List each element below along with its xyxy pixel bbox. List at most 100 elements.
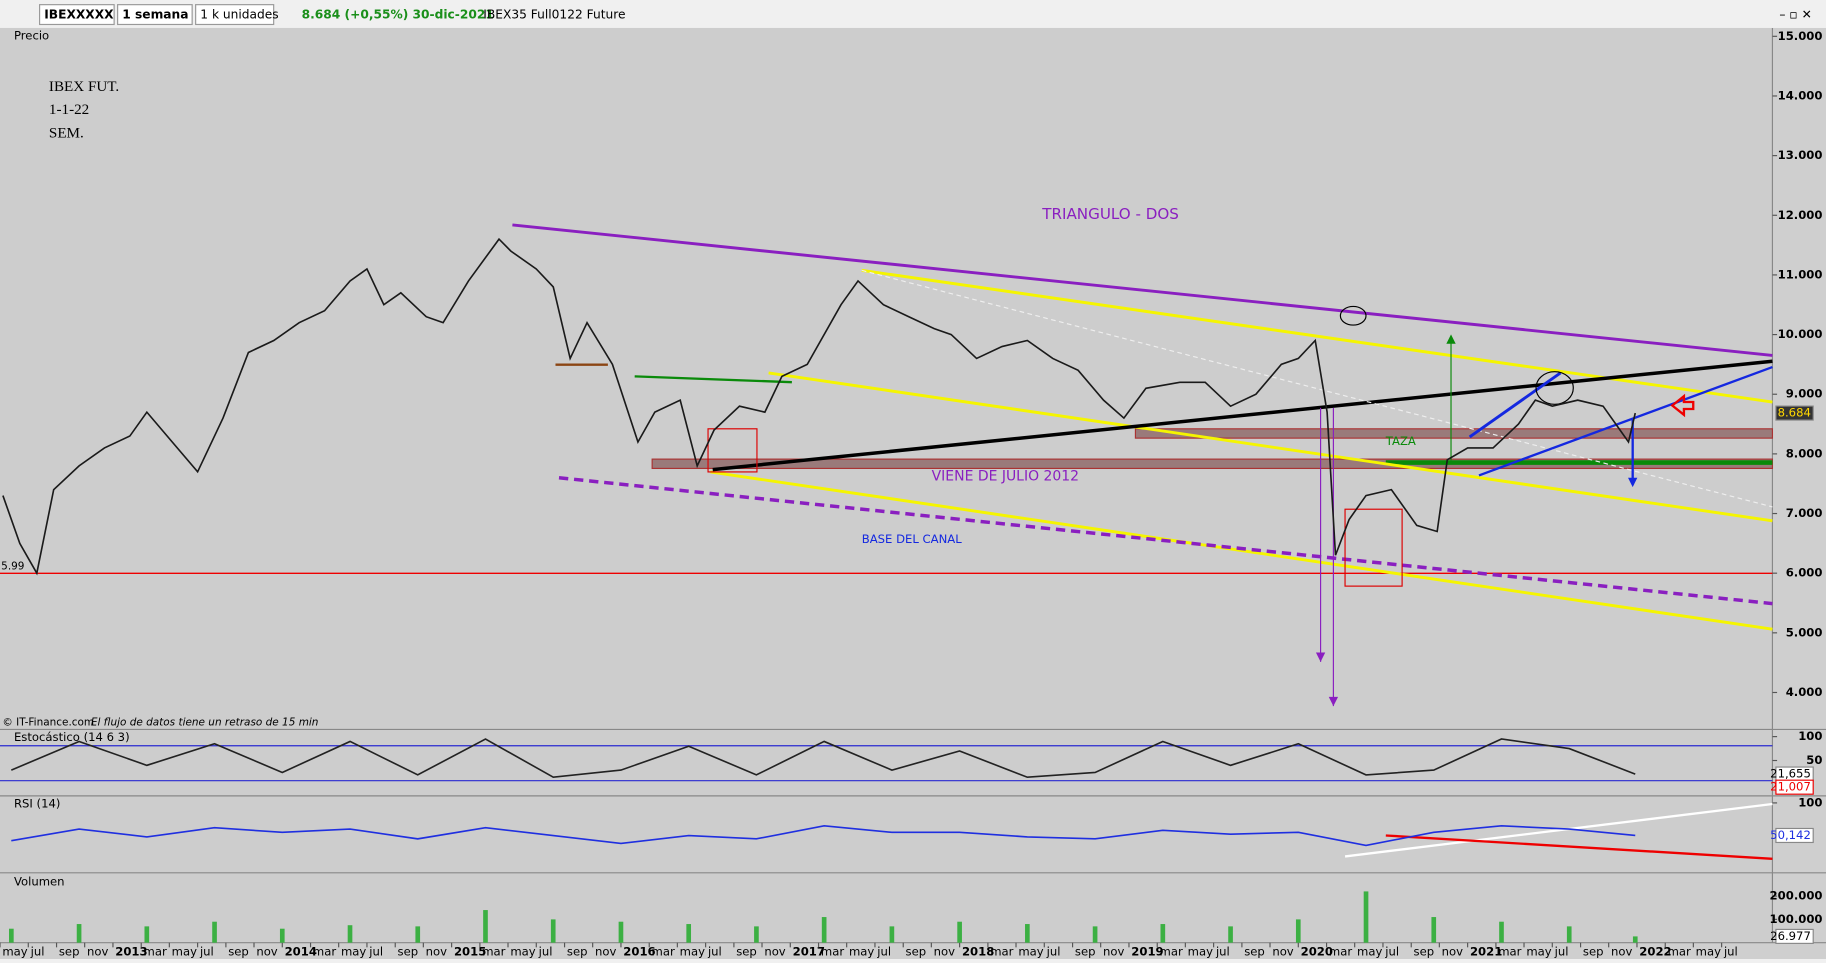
- x-tick-label: jul: [1723, 945, 1738, 959]
- volume-bar: [76, 924, 82, 943]
- x-tick-label: nov: [1442, 945, 1463, 959]
- y-tick-label: 100.000: [1770, 912, 1823, 926]
- units-box[interactable]: [195, 4, 275, 26]
- x-tick-label: sep: [906, 945, 927, 959]
- volume-bar: [957, 921, 962, 943]
- x-tick-label: jul: [1046, 945, 1061, 959]
- x-tick-label: 2021: [1470, 945, 1502, 959]
- volume-bar: [1160, 924, 1166, 943]
- volume-bar: [550, 919, 556, 943]
- y-tick-label: 6.000: [1786, 566, 1823, 580]
- x-tick-label: mar: [313, 945, 336, 959]
- x-tick-label: nov: [426, 945, 447, 959]
- annotation: SEM.: [49, 125, 84, 141]
- x-tick-label: sep: [398, 945, 419, 959]
- volume-bar: [279, 928, 285, 943]
- x-tick-label: mar: [1160, 945, 1183, 959]
- x-tick-label: sep: [567, 945, 588, 959]
- last-value-tag: [1775, 827, 1814, 844]
- volume-bar: [754, 926, 759, 943]
- drawings: [0, 223, 1774, 860]
- price-line: [10, 738, 1636, 779]
- x-tick-label: may: [2, 945, 27, 959]
- volume-bar: [1566, 926, 1572, 943]
- x-tick-label: sep: [1583, 945, 1604, 959]
- arrowheads: [1315, 652, 1339, 707]
- x-tick-label: may: [849, 945, 874, 959]
- x-tick-label: 2020: [1301, 945, 1333, 959]
- x-tick-label: sep: [1244, 945, 1265, 959]
- x-tick-label: 2018: [962, 945, 994, 959]
- x-tick-label: jul: [1215, 945, 1230, 959]
- source: © IT-Finance.com: [2, 716, 94, 728]
- delay-note: El flujo de datos tiene un retraso de 15…: [91, 716, 319, 728]
- volume-bar: [1295, 919, 1301, 943]
- volume-bar: [1092, 926, 1098, 943]
- x-tick-label: mar: [482, 945, 505, 959]
- x-tick-label: nov: [764, 945, 785, 959]
- price-line: [2, 237, 1637, 576]
- volume-bar: [686, 924, 692, 943]
- x-tick-label: sep: [1414, 945, 1435, 959]
- window-buttons[interactable]: – ▫ ✕: [1779, 8, 1811, 22]
- volume-bar: [1025, 924, 1030, 943]
- volume-bar: [212, 921, 217, 943]
- units: 1 k unidades: [200, 8, 278, 22]
- x-tick-label: jul: [30, 945, 45, 959]
- x-tick-label: jul: [1384, 945, 1399, 959]
- plot-area: [0, 27, 1773, 942]
- annotation: IBEX FUT.: [49, 79, 119, 95]
- x-tick-label: nov: [1611, 945, 1632, 959]
- x-tick-label: may: [172, 945, 197, 959]
- x-tick-label: may: [1696, 945, 1721, 959]
- x-tick-label: jul: [876, 945, 891, 959]
- annotation: TAZA: [1385, 434, 1416, 448]
- last-value-label: 21,655: [1770, 767, 1811, 781]
- volume-bar: [144, 926, 150, 943]
- last-value-tag: [1775, 405, 1814, 421]
- x-tick-label: nov: [595, 945, 616, 959]
- arrowhead: [1446, 334, 1456, 344]
- y-tick-label: 100: [1798, 795, 1822, 809]
- panel-label: RSI (14): [14, 797, 60, 811]
- x-tick-label: nov: [256, 945, 277, 959]
- x-tick-label: may: [1357, 945, 1382, 959]
- x-tick-label: mar: [990, 945, 1013, 959]
- x-tick-label: mar: [1498, 945, 1521, 959]
- quote: 8.684 (+0,55%) 30-dic-2021: [302, 8, 494, 22]
- x-tick-label: may: [510, 945, 535, 959]
- x-tick-label: 2017: [793, 945, 825, 959]
- x-tick-label: jul: [368, 945, 383, 959]
- volume-bar: [9, 928, 14, 943]
- period-box[interactable]: [117, 4, 193, 26]
- y-tick-label: 4.000: [1786, 685, 1823, 699]
- symbol-box[interactable]: [39, 4, 115, 26]
- volume-bar: [1431, 917, 1437, 943]
- x-tick-label: 2022: [1639, 945, 1671, 959]
- x-tick-label: nov: [1272, 945, 1293, 959]
- y-tick-label: 10.000: [1778, 327, 1823, 341]
- x-tick-label: sep: [228, 945, 249, 959]
- volume-bar: [347, 925, 353, 943]
- price-line: [11, 824, 1636, 847]
- volume-bar: [821, 917, 827, 943]
- instrument: IBEX35 Full0122 Future: [483, 8, 625, 22]
- y-tick-label: 5.000: [1786, 625, 1823, 639]
- volume-bar: [1228, 926, 1233, 943]
- x-tick-label: jul: [199, 945, 214, 959]
- last-value-label: 21,007: [1770, 780, 1811, 794]
- volume-bar: [1499, 921, 1504, 943]
- last-value-label: 50,142: [1770, 828, 1811, 842]
- x-tick-label: sep: [59, 945, 80, 959]
- y-tick-label: 200.000: [1770, 889, 1823, 903]
- last-value-label: 26.977: [1770, 929, 1811, 943]
- x-tick-label: 2013: [115, 945, 147, 959]
- volume-bar: [1363, 891, 1369, 943]
- panel-separators: [0, 27, 1826, 944]
- volume-bar: [889, 926, 895, 943]
- x-tick-label: jul: [538, 945, 553, 959]
- y-tick-label: 7.000: [1786, 506, 1823, 520]
- y-tick-label: 13.000: [1778, 148, 1823, 162]
